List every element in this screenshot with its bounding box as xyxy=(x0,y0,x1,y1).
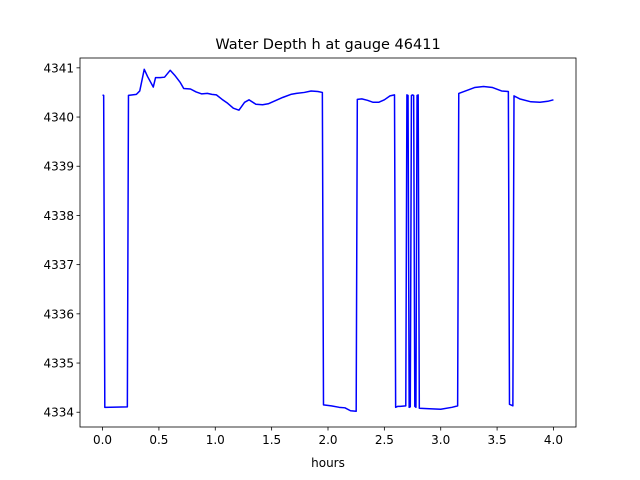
y-axis-ticks: 4334 4335 4336 4337 4338 4339 4340 4341 xyxy=(43,61,80,420)
y-tick-label: 4340 xyxy=(43,111,74,125)
y-tick-label: 4335 xyxy=(43,357,74,371)
x-tick-label: 1.5 xyxy=(262,433,281,447)
x-tick-label: 0.0 xyxy=(93,433,112,447)
y-tick-label: 4336 xyxy=(43,307,74,321)
y-tick-label: 4334 xyxy=(43,406,74,420)
chart-title: Water Depth h at gauge 46411 xyxy=(215,37,440,53)
x-tick-label: 1.0 xyxy=(206,433,225,447)
x-tick-label: 0.5 xyxy=(149,433,168,447)
x-tick-label: 3.5 xyxy=(488,433,507,447)
x-axis-label: hours xyxy=(311,456,345,470)
y-tick-label: 4337 xyxy=(43,258,74,272)
x-axis-ticks: 0.0 0.5 1.0 1.5 2.0 2.5 3.0 3.5 4.0 xyxy=(93,427,563,447)
y-tick-label: 4339 xyxy=(43,160,74,174)
series-line xyxy=(102,68,554,413)
x-tick-label: 4.0 xyxy=(544,433,563,447)
x-tick-label: 2.0 xyxy=(318,433,337,447)
x-tick-label: 3.0 xyxy=(431,433,450,447)
y-tick-label: 4341 xyxy=(43,61,74,75)
plot-frame xyxy=(79,57,577,428)
x-tick-label: 2.5 xyxy=(375,433,394,447)
y-tick-label: 4338 xyxy=(43,209,74,223)
